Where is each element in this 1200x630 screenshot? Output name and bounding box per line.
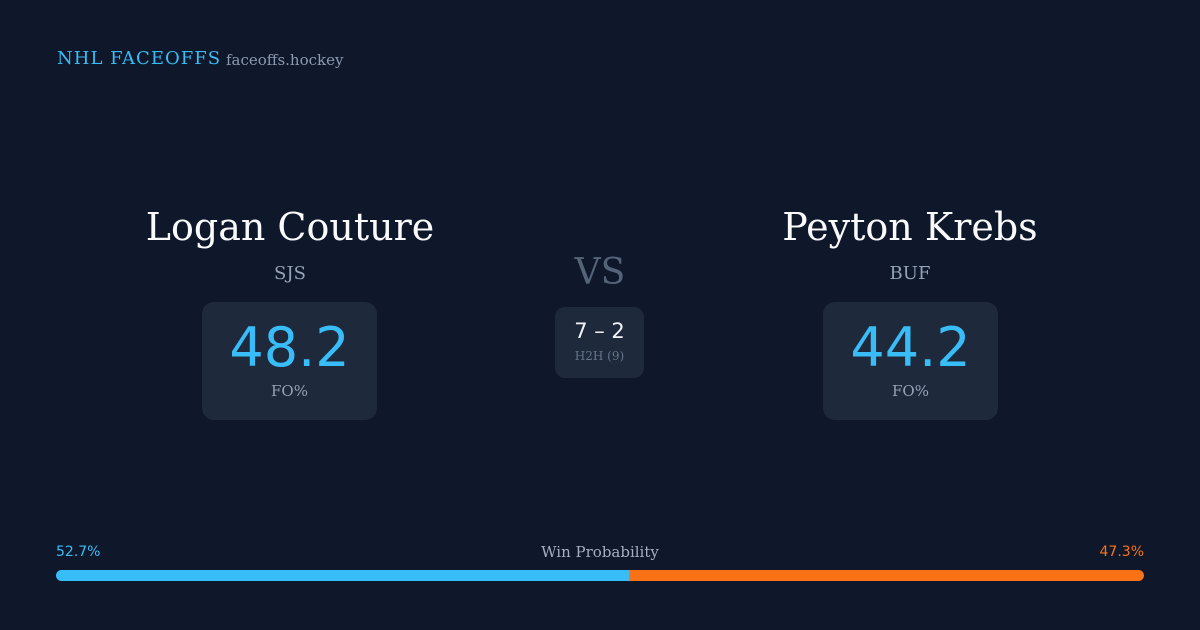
versus: VS bbox=[574, 252, 626, 293]
h2h-card: 7 – 2 H2H (9) bbox=[555, 307, 644, 378]
fo-label: FO% bbox=[892, 382, 929, 400]
probability-bar bbox=[56, 570, 1144, 581]
player-name: Peyton Krebs bbox=[782, 205, 1038, 249]
site-name: faceoffs.hockey bbox=[226, 51, 344, 69]
player-name: Logan Couture bbox=[145, 205, 435, 249]
h2h-record: 7 – 2 bbox=[574, 319, 625, 343]
right-probability: 47.3% bbox=[1099, 544, 1144, 560]
stat-card: 48.2 FO% bbox=[202, 302, 377, 420]
brand-title: NHL FACEOFFS bbox=[57, 48, 222, 69]
left-probability: 52.7% bbox=[56, 544, 101, 560]
fo-pct: 48.2 bbox=[229, 316, 350, 379]
left-segment bbox=[56, 570, 630, 581]
fo-label: FO% bbox=[271, 382, 308, 400]
right-segment bbox=[629, 570, 1144, 581]
team: SJS bbox=[274, 263, 306, 284]
h2h-label: H2H (9) bbox=[574, 349, 625, 363]
stat-card: 44.2 FO% bbox=[823, 302, 998, 420]
probability-title: Win Probability bbox=[541, 543, 659, 561]
fo-pct: 44.2 bbox=[850, 316, 971, 379]
team: BUF bbox=[889, 263, 931, 284]
